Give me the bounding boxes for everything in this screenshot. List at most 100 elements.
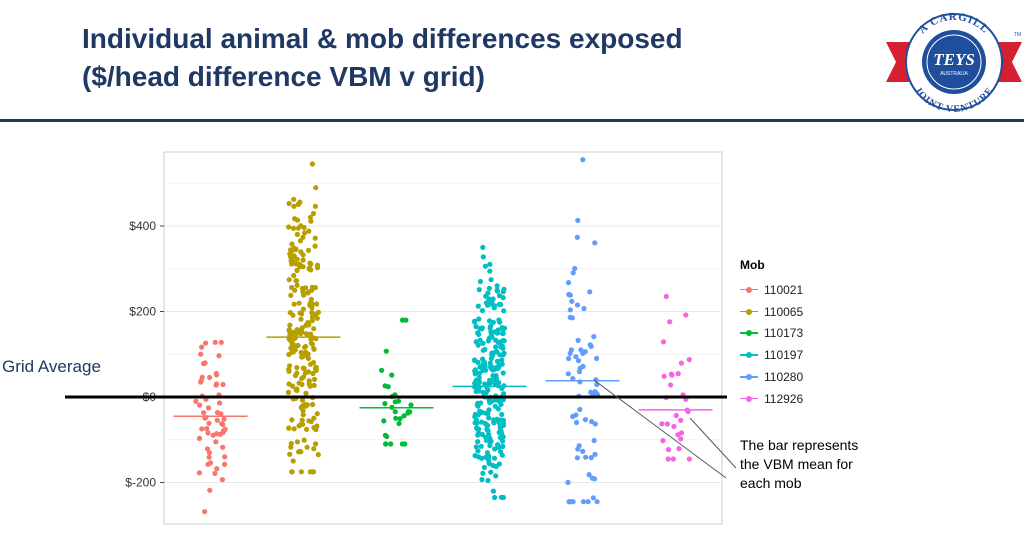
data-point-110065 xyxy=(289,417,295,423)
data-point-110173 xyxy=(382,401,388,407)
data-point-110197 xyxy=(499,357,505,363)
data-point-110197 xyxy=(492,446,498,452)
data-point-110021 xyxy=(214,409,221,416)
data-point-110065 xyxy=(296,380,302,386)
legend-item-110021: 110021 xyxy=(740,279,803,301)
data-point-110280 xyxy=(566,499,572,505)
data-point-110197 xyxy=(493,344,499,350)
data-point-112926 xyxy=(664,421,671,427)
data-point-110197 xyxy=(492,374,498,380)
data-point-110065 xyxy=(289,241,295,247)
data-point-110197 xyxy=(480,356,486,362)
data-point-110197 xyxy=(495,380,501,386)
data-point-112926 xyxy=(667,319,673,325)
data-point-110280 xyxy=(568,347,575,353)
data-point-110065 xyxy=(289,383,296,389)
mean-bars xyxy=(173,336,713,417)
data-point-110021 xyxy=(205,430,211,436)
data-point-110197 xyxy=(499,385,505,391)
data-point-110197 xyxy=(499,452,505,458)
data-point-110173 xyxy=(399,441,405,447)
data-point-110065 xyxy=(291,203,297,209)
data-point-110280 xyxy=(580,499,587,505)
data-point-110197 xyxy=(481,464,487,471)
note-line-2: the VBM mean for xyxy=(740,456,853,472)
data-point-110065 xyxy=(302,349,308,356)
data-point-110021 xyxy=(220,444,226,450)
data-point-110021 xyxy=(213,439,219,445)
annotation-line-2 xyxy=(689,417,737,469)
data-point-110065 xyxy=(305,289,312,295)
data-point-110065 xyxy=(303,331,309,337)
data-point-110065 xyxy=(286,224,292,230)
data-point-112926 xyxy=(661,373,667,379)
data-point-110173 xyxy=(382,383,388,389)
data-point-110065 xyxy=(313,441,319,447)
data-point-110021 xyxy=(214,466,220,472)
data-point-110280 xyxy=(570,376,576,382)
data-point-110065 xyxy=(312,203,318,209)
data-point-110065 xyxy=(309,161,315,167)
data-point-110197 xyxy=(487,268,493,274)
data-point-110021 xyxy=(201,361,207,367)
data-point-110280 xyxy=(590,495,597,501)
data-point-110197 xyxy=(490,319,496,325)
data-point-110280 xyxy=(570,270,576,276)
data-point-110197 xyxy=(501,391,507,397)
data-point-110197 xyxy=(483,300,489,306)
data-points xyxy=(193,157,693,515)
data-point-110280 xyxy=(573,419,580,426)
data-point-110197 xyxy=(492,397,499,403)
data-point-110065 xyxy=(315,309,321,315)
data-point-112926 xyxy=(673,412,679,419)
data-point-110065 xyxy=(303,403,309,409)
data-point-110280 xyxy=(575,358,582,364)
data-point-110065 xyxy=(307,469,313,475)
data-point-110021 xyxy=(196,470,202,476)
y-tick-label: $-200 xyxy=(125,476,156,490)
data-point-110021 xyxy=(222,454,228,460)
data-point-110173 xyxy=(382,432,388,438)
data-point-110280 xyxy=(592,240,598,246)
data-point-110065 xyxy=(291,426,297,432)
data-point-110065 xyxy=(305,369,311,375)
data-point-110197 xyxy=(475,303,481,309)
data-point-110197 xyxy=(495,406,501,412)
legend-key xyxy=(740,285,758,295)
data-point-110065 xyxy=(300,257,306,263)
data-point-110065 xyxy=(306,378,312,384)
data-point-110065 xyxy=(311,382,317,388)
data-point-112926 xyxy=(671,423,677,430)
data-point-110280 xyxy=(588,343,594,349)
data-point-110280 xyxy=(585,499,591,505)
data-point-112926 xyxy=(686,357,692,363)
data-point-110065 xyxy=(307,361,314,367)
data-point-112926 xyxy=(683,312,689,318)
data-point-110197 xyxy=(493,349,499,355)
data-point-110065 xyxy=(296,300,302,306)
data-point-110065 xyxy=(289,469,295,475)
data-point-110065 xyxy=(303,285,309,291)
legend-key xyxy=(740,307,758,317)
data-point-110065 xyxy=(288,254,294,260)
data-point-110280 xyxy=(592,421,598,427)
data-point-110065 xyxy=(300,412,306,418)
data-point-110197 xyxy=(485,477,491,484)
data-point-110021 xyxy=(199,426,205,432)
data-point-110280 xyxy=(588,455,594,461)
data-point-110021 xyxy=(210,432,216,438)
data-point-110197 xyxy=(497,425,503,431)
data-point-110197 xyxy=(479,325,485,331)
annotation-line-1 xyxy=(593,379,727,479)
data-point-110065 xyxy=(303,426,310,432)
data-point-110197 xyxy=(472,318,478,324)
data-point-110280 xyxy=(565,280,572,286)
title-line-1: Individual animal & mob differences expo… xyxy=(82,23,683,54)
data-point-110280 xyxy=(594,499,600,505)
note-line-3: each mob xyxy=(740,475,802,491)
data-point-110065 xyxy=(292,216,298,222)
data-point-110197 xyxy=(496,317,502,323)
data-point-110197 xyxy=(486,381,492,387)
data-point-110280 xyxy=(583,454,589,460)
data-point-110021 xyxy=(216,353,222,359)
